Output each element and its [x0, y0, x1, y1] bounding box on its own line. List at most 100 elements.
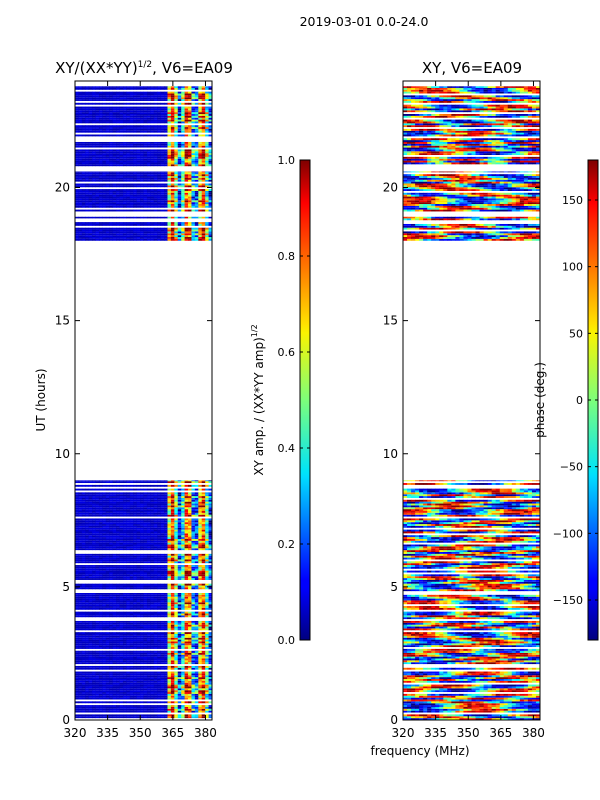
heatmap-cell [205, 216, 209, 219]
heatmap-cell [98, 679, 103, 681]
heatmap-cell [201, 635, 206, 638]
heatmap-cell [116, 647, 120, 649]
heatmap-cell [174, 512, 179, 515]
heatmap-cell [164, 527, 168, 530]
heatmap-cell [188, 202, 192, 204]
heatmap-cell [160, 514, 165, 517]
heatmap-cell [88, 233, 93, 236]
heatmap-cell [170, 527, 175, 530]
heatmap-cell [129, 559, 134, 562]
heatmap-cell [167, 620, 172, 623]
heatmap-cell [198, 607, 203, 610]
heatmap-cell [205, 635, 209, 638]
heatmap-cell [208, 624, 212, 627]
heatmap-cell [81, 598, 86, 601]
heatmap-cell [157, 637, 162, 640]
heatmap-cell [205, 561, 209, 564]
heatmap-cell [92, 697, 96, 700]
heatmap-cell [88, 686, 93, 689]
heatmap-cell [184, 204, 189, 206]
heatmap-cell [153, 675, 158, 678]
heatmap-cell [140, 637, 144, 640]
heatmap-cell [109, 693, 114, 696]
heatmap-cell [98, 682, 103, 685]
heatmap-cell [191, 671, 196, 674]
heatmap-cell [174, 525, 179, 528]
heatmap-cell [153, 701, 158, 704]
heatmap-cell [95, 639, 100, 642]
heatmap-cell [112, 503, 117, 506]
heatmap-cell [174, 665, 179, 668]
heatmap-cell [181, 222, 185, 224]
heatmap-cell [167, 231, 172, 234]
heatmap-cell [102, 568, 107, 571]
heatmap-cell [88, 706, 93, 709]
heatmap-cell [157, 503, 162, 506]
heatmap-cell [133, 565, 138, 567]
heatmap-cell [150, 688, 155, 691]
heatmap-cell [105, 533, 110, 536]
heatmap-cell [205, 542, 209, 545]
heatmap-cell [102, 600, 107, 603]
heatmap-cell [88, 710, 93, 713]
heatmap-cell [174, 520, 179, 523]
heatmap-cell [201, 542, 206, 545]
heatmap-cell [181, 540, 185, 543]
heatmap-cell [201, 665, 206, 668]
heatmap-cell [191, 693, 196, 696]
heatmap-cell [174, 602, 179, 605]
heatmap-cell [201, 634, 206, 636]
heatmap-cell [122, 507, 127, 510]
heatmap-cell [140, 204, 144, 206]
heatmap-cell [102, 555, 107, 558]
heatmap-cell [116, 509, 120, 511]
heatmap-cell [143, 705, 148, 707]
heatmap-cell [105, 557, 110, 560]
heatmap-cell [75, 682, 79, 685]
heatmap-cell [191, 607, 196, 610]
heatmap-cell [75, 548, 79, 551]
heatmap-cell [150, 606, 155, 608]
heatmap-cell [102, 205, 107, 208]
heatmap-cell [194, 583, 199, 586]
heatmap-cell [98, 538, 103, 541]
heatmap-cell [184, 714, 189, 717]
heatmap-cell [208, 716, 212, 719]
heatmap-cell [164, 594, 168, 597]
heatmap-cell [126, 641, 131, 644]
heatmap-cell [133, 594, 138, 597]
heatmap-cell [78, 675, 83, 678]
heatmap-cell [143, 494, 148, 497]
heatmap-cell [181, 635, 185, 638]
heatmap-cell [191, 701, 196, 704]
heatmap-cell [170, 675, 175, 678]
heatmap-cell [194, 604, 199, 607]
heatmap-cell [112, 587, 117, 590]
heatmap-cell [177, 624, 182, 627]
heatmap-cell [198, 238, 203, 241]
heatmap-cell [140, 587, 144, 590]
heatmap-cell [105, 647, 110, 649]
heatmap-cell [119, 531, 124, 534]
heatmap-cell [177, 540, 182, 543]
heatmap-cell [181, 695, 185, 698]
heatmap-cell [174, 693, 179, 696]
heatmap-cell [133, 585, 138, 588]
heatmap-cell [126, 593, 131, 595]
heatmap-cell [133, 494, 138, 497]
heatmap-cell [85, 585, 90, 588]
heatmap-cell [174, 548, 179, 551]
heatmap-cell [150, 632, 155, 634]
heatmap-cell [205, 540, 209, 543]
heatmap-cell [146, 615, 151, 618]
heatmap-cell [102, 512, 107, 515]
heatmap-cell [191, 602, 196, 605]
heatmap-cell [119, 686, 124, 689]
heatmap-cell [188, 503, 192, 506]
heatmap-cell [92, 604, 96, 607]
heatmap-cell [116, 611, 120, 614]
heatmap-cell [191, 570, 196, 573]
heatmap-cell [126, 607, 131, 610]
heatmap-cell [105, 537, 110, 539]
heatmap-cell [157, 594, 162, 597]
